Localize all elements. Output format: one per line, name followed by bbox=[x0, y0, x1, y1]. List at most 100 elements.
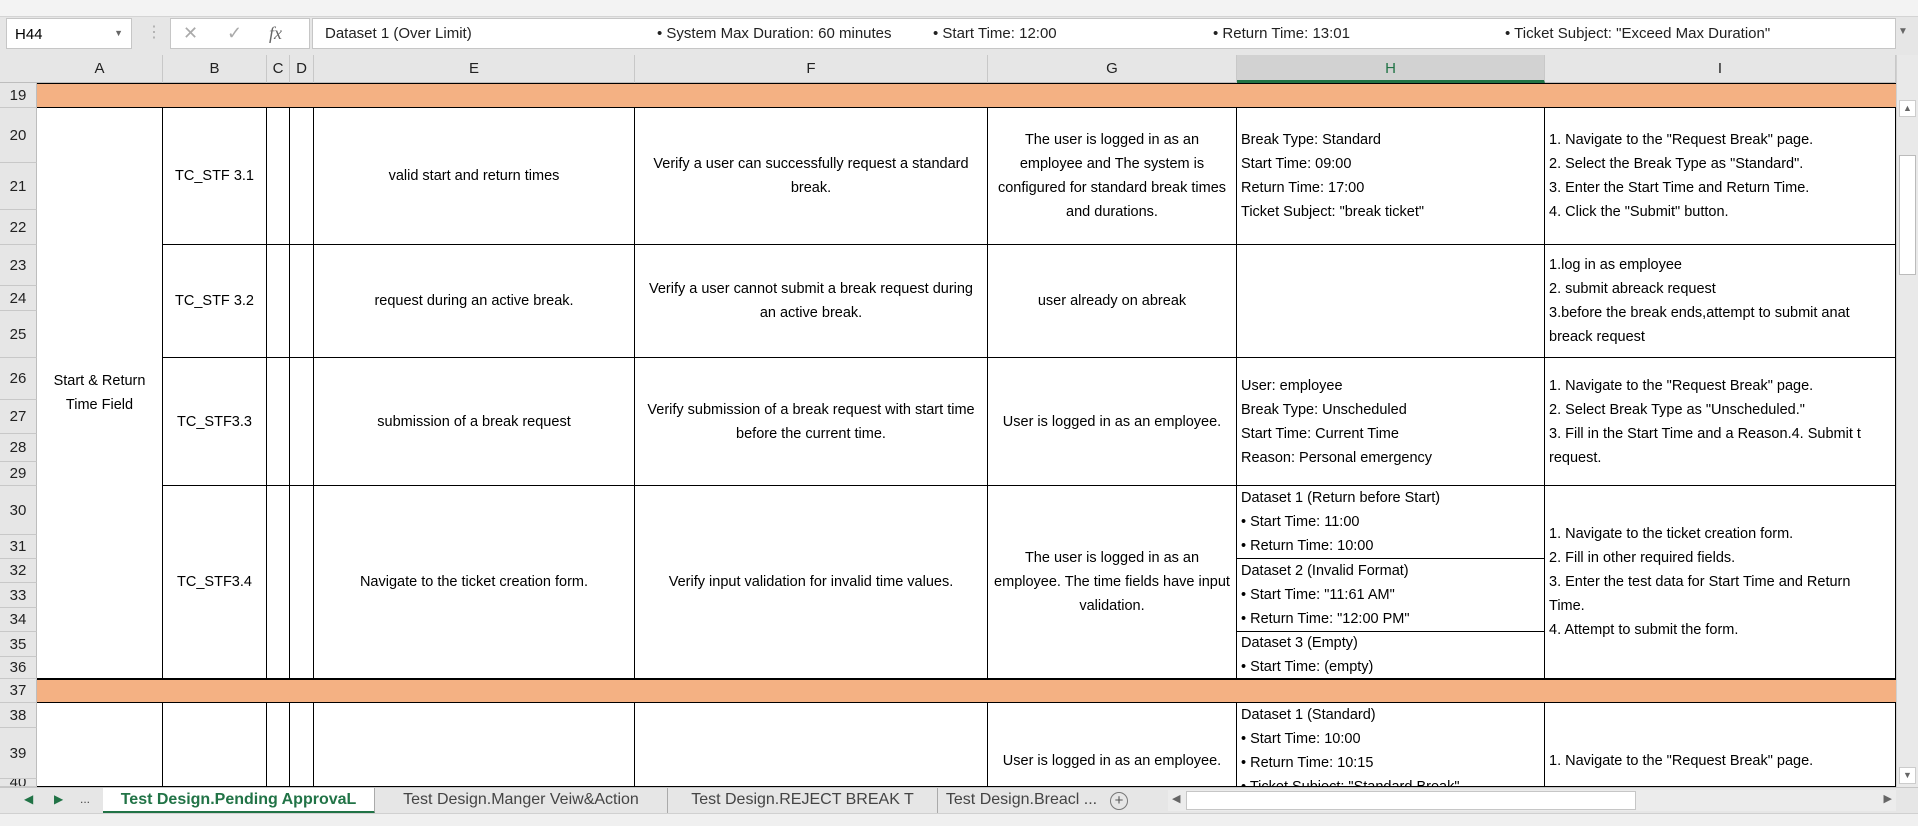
cell-precondition[interactable]: User is logged in as an employee. bbox=[988, 703, 1237, 787]
cell-c[interactable] bbox=[267, 245, 290, 358]
scroll-up-icon[interactable]: ▲ bbox=[1899, 100, 1916, 117]
cell-a[interactable] bbox=[37, 703, 163, 787]
chevron-down-icon[interactable]: ▼ bbox=[114, 28, 123, 38]
cell-section-label[interactable]: Start & Return Time Field bbox=[37, 108, 163, 679]
tab-prev-icon[interactable]: ◀ bbox=[24, 792, 34, 806]
cell-precondition[interactable]: user already on abreak bbox=[988, 245, 1237, 358]
cell-d[interactable] bbox=[290, 245, 314, 358]
sheet-tab-pending-approval[interactable]: Test Design.Pending ApprovaL bbox=[103, 788, 375, 814]
row-header-38[interactable]: 38 bbox=[0, 703, 37, 728]
row-header-40[interactable]: 40 bbox=[0, 779, 37, 787]
scroll-thumb[interactable] bbox=[1899, 155, 1916, 275]
column-header-a[interactable]: A bbox=[37, 55, 163, 83]
tab-next-icon[interactable]: ▶ bbox=[54, 792, 64, 806]
cell-d[interactable] bbox=[290, 108, 314, 245]
row-header-33[interactable]: 33 bbox=[0, 583, 37, 608]
cell-test-steps[interactable]: 1. Navigate to the "Request Break" page.… bbox=[1545, 358, 1896, 486]
cell-precondition[interactable]: The user is logged in as an employee and… bbox=[988, 108, 1237, 245]
row-header-39[interactable]: 39 bbox=[0, 728, 37, 779]
cancel-icon[interactable]: ✕ bbox=[183, 23, 199, 43]
cell-test-data[interactable]: Break Type: Standard Start Time: 09:00 R… bbox=[1237, 108, 1545, 245]
scroll-down-icon[interactable]: ▼ bbox=[1899, 767, 1916, 784]
cell-test-data[interactable] bbox=[1237, 245, 1545, 358]
row-header-22[interactable]: 22 bbox=[0, 210, 37, 245]
cell-scenario[interactable] bbox=[314, 703, 635, 787]
column-header-e[interactable]: E bbox=[314, 55, 635, 83]
row-header-21[interactable]: 21 bbox=[0, 163, 37, 210]
enter-icon[interactable]: ✓ bbox=[227, 23, 243, 43]
cell-scenario[interactable]: valid start and return times bbox=[314, 108, 635, 245]
cell-scenario[interactable]: request during an active break. bbox=[314, 245, 635, 358]
cell-d[interactable] bbox=[290, 486, 314, 679]
column-header-g[interactable]: G bbox=[988, 55, 1237, 83]
cell-precondition[interactable]: User is logged in as an employee. bbox=[988, 358, 1237, 486]
expand-formula-icon[interactable]: ▼ bbox=[1898, 26, 1908, 37]
row-header-27[interactable]: 27 bbox=[0, 400, 37, 434]
column-header-d[interactable]: D bbox=[290, 55, 314, 83]
cell-test-data[interactable]: Dataset 3 (Empty) • Start Time: (empty) bbox=[1237, 632, 1545, 679]
cell-description[interactable]: Verify a user can successfully request a… bbox=[635, 108, 988, 245]
vertical-scrollbar[interactable]: ▲ ▼ bbox=[1896, 55, 1918, 787]
cell-test-id[interactable] bbox=[163, 703, 267, 787]
row-header-35[interactable]: 35 bbox=[0, 632, 37, 657]
sheet-tab-breach[interactable]: Test Design.Breacl ... bbox=[945, 791, 1098, 808]
cell-test-steps[interactable]: 1. Navigate to the ticket creation form.… bbox=[1545, 486, 1896, 679]
row-header-25[interactable]: 25 bbox=[0, 311, 37, 358]
row-header-20[interactable]: 20 bbox=[0, 108, 37, 163]
cell-test-id[interactable]: TC_STF 3.2 bbox=[163, 245, 267, 358]
cell-description[interactable]: Verify input validation for invalid time… bbox=[635, 486, 988, 679]
column-header-i[interactable]: I bbox=[1545, 55, 1896, 83]
formula-input[interactable]: Dataset 1 (Over Limit) • System Max Dura… bbox=[312, 18, 1896, 49]
row-header-28[interactable]: 28 bbox=[0, 434, 37, 462]
sheet-tab-reject-break[interactable]: Test Design.REJECT BREAK T bbox=[668, 788, 938, 814]
row-header-31[interactable]: 31 bbox=[0, 535, 37, 559]
add-sheet-icon[interactable]: + bbox=[1110, 792, 1128, 810]
scroll-right-icon[interactable]: ▶ bbox=[1883, 793, 1892, 805]
row-header-36[interactable]: 36 bbox=[0, 657, 37, 679]
column-header-c[interactable]: C bbox=[267, 55, 290, 83]
cell-test-steps[interactable]: 1. Navigate to the "Request Break" page. bbox=[1545, 703, 1896, 787]
row-header-29[interactable]: 29 bbox=[0, 462, 37, 486]
cell-precondition-text: The user is logged in as an employee. Th… bbox=[994, 550, 1230, 614]
cell-c[interactable] bbox=[267, 108, 290, 245]
row-header-19[interactable]: 19 bbox=[0, 83, 37, 108]
cell-test-id[interactable]: TC_STF 3.1 bbox=[163, 108, 267, 245]
insert-function-icon[interactable]: fx bbox=[269, 23, 282, 43]
cell-c[interactable] bbox=[267, 486, 290, 679]
cell-precondition[interactable]: The user is logged in as an employee. Th… bbox=[988, 486, 1237, 679]
row-header-32[interactable]: 32 bbox=[0, 559, 37, 583]
cell-scenario[interactable]: Navigate to the ticket creation form. bbox=[314, 486, 635, 679]
cell-test-data[interactable]: Dataset 2 (Invalid Format) • Start Time:… bbox=[1237, 559, 1545, 632]
column-header-f[interactable]: F bbox=[635, 55, 988, 83]
scroll-thumb[interactable] bbox=[1186, 791, 1636, 810]
cell-d[interactable] bbox=[290, 703, 314, 787]
cell-test-data[interactable]: Dataset 1 (Return before Start) • Start … bbox=[1237, 486, 1545, 559]
cell-scenario[interactable]: submission of a break request bbox=[314, 358, 635, 486]
row-header-26[interactable]: 26 bbox=[0, 358, 37, 400]
column-header-h[interactable]: H bbox=[1237, 55, 1545, 83]
row-header-30[interactable]: 30 bbox=[0, 486, 37, 535]
cell-description[interactable]: Verify a user cannot submit a break requ… bbox=[635, 245, 988, 358]
sheet-tab-manager-view[interactable]: Test Design.Manger Veiw&Action bbox=[375, 788, 668, 814]
tab-more-button[interactable]: ... bbox=[80, 792, 91, 806]
cell-test-id[interactable]: TC_STF3.4 bbox=[163, 486, 267, 679]
row-header-37[interactable]: 37 bbox=[0, 679, 37, 703]
cell-test-id[interactable]: TC_STF3.3 bbox=[163, 358, 267, 486]
cell-d[interactable] bbox=[290, 358, 314, 486]
column-header-b[interactable]: B bbox=[163, 55, 267, 83]
cell-test-steps[interactable]: 1.log in as employee 2. submit abreack r… bbox=[1545, 245, 1896, 358]
name-box[interactable]: H44 ▼ bbox=[6, 18, 132, 49]
row-header-24[interactable]: 24 bbox=[0, 286, 37, 311]
cell-test-data[interactable]: Dataset 1 (Standard) • Start Time: 10:00… bbox=[1237, 703, 1545, 787]
scroll-left-icon[interactable]: ◀ bbox=[1172, 793, 1181, 805]
cell-test-steps[interactable]: 1. Navigate to the "Request Break" page.… bbox=[1545, 108, 1896, 245]
cell-test-data[interactable]: User: employee Break Type: Unscheduled S… bbox=[1237, 358, 1545, 486]
cell-c[interactable] bbox=[267, 703, 290, 787]
cell-description[interactable] bbox=[635, 703, 988, 787]
horizontal-scrollbar[interactable]: ◀ ▶ bbox=[1168, 790, 1896, 811]
cell-c[interactable] bbox=[267, 358, 290, 486]
row-header-34[interactable]: 34 bbox=[0, 608, 37, 632]
cell-description[interactable]: Verify submission of a break request wit… bbox=[635, 358, 988, 486]
row-header-23[interactable]: 23 bbox=[0, 245, 37, 286]
